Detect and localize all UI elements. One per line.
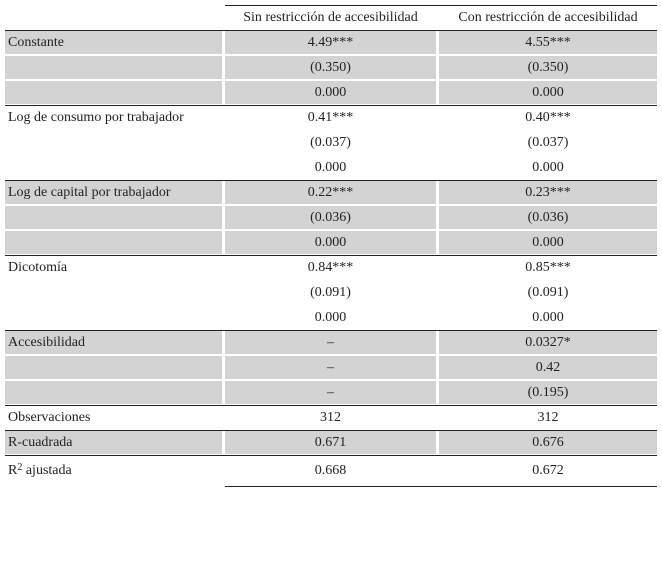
row-label bbox=[5, 81, 222, 104]
row-label bbox=[5, 206, 222, 229]
row-label: Dicotomía bbox=[8, 259, 68, 275]
row-label: Log de capital por trabajador bbox=[5, 181, 222, 204]
row-label: R-cuadrada bbox=[5, 431, 222, 454]
row-label bbox=[5, 56, 222, 79]
label-base: R bbox=[8, 462, 18, 478]
row-label: Constante bbox=[5, 31, 222, 54]
value-cell: 0.22*** bbox=[225, 181, 436, 204]
row-label: Accesibilidad bbox=[5, 331, 222, 354]
value-cell: 0.676 bbox=[439, 431, 657, 454]
row-label: Observaciones bbox=[8, 409, 91, 425]
value-cell: – bbox=[225, 356, 436, 379]
value-cell: – bbox=[225, 381, 436, 404]
value-cell: 0.000 bbox=[314, 159, 347, 175]
rule-line bbox=[5, 330, 657, 331]
value-cell: 0.85*** bbox=[525, 259, 571, 275]
value-cell: 0.000 bbox=[314, 309, 347, 325]
value-cell: 0.40*** bbox=[525, 109, 571, 125]
value-cell: 0.000 bbox=[532, 159, 564, 175]
value-cell: 0.42 bbox=[439, 356, 657, 379]
value-cell: 0.668 bbox=[314, 462, 347, 478]
column-header: Sin restricción de accesibilidad bbox=[243, 10, 418, 25]
value-cell: 0.000 bbox=[439, 81, 657, 104]
rule-line bbox=[5, 430, 657, 431]
row-label bbox=[5, 306, 222, 329]
value-cell: 0.41*** bbox=[307, 109, 354, 125]
row-label bbox=[5, 356, 222, 379]
row-label: Log de consumo por trabajador bbox=[8, 109, 184, 125]
value-cell: 0.000 bbox=[439, 231, 657, 254]
value-cell: (0.037) bbox=[527, 134, 569, 150]
rule-line bbox=[5, 180, 657, 181]
label-rest: ajustada bbox=[22, 462, 72, 478]
column-header: Con restricción de accesibilidad bbox=[458, 10, 638, 25]
rule-line bbox=[5, 30, 657, 31]
value-cell: (0.350) bbox=[439, 56, 657, 79]
value-cell: 0.000 bbox=[532, 309, 564, 325]
value-cell: 4.49*** bbox=[225, 31, 436, 54]
value-cell: (0.036) bbox=[225, 206, 436, 229]
value-cell: 0.671 bbox=[225, 431, 436, 454]
value-cell: (0.091) bbox=[310, 284, 351, 300]
rule-line bbox=[225, 486, 657, 487]
row-label bbox=[5, 131, 222, 154]
value-cell: 0.000 bbox=[225, 231, 436, 254]
rule-line bbox=[5, 405, 657, 406]
rule-line bbox=[5, 255, 657, 256]
value-cell: (0.036) bbox=[439, 206, 657, 229]
value-cell: 4.55*** bbox=[439, 31, 657, 54]
value-cell: – bbox=[225, 331, 436, 354]
rule-line bbox=[225, 5, 657, 6]
rule-line bbox=[5, 455, 657, 456]
value-cell: (0.195) bbox=[439, 381, 657, 404]
row-label bbox=[5, 281, 222, 304]
value-cell: 0.672 bbox=[532, 462, 564, 478]
label-superscript: 2 bbox=[17, 462, 23, 473]
row-label bbox=[5, 381, 222, 404]
value-cell: 0.23*** bbox=[439, 181, 657, 204]
value-cell: 0.0327* bbox=[439, 331, 657, 354]
value-cell: (0.350) bbox=[225, 56, 436, 79]
value-cell: 0.000 bbox=[225, 81, 436, 104]
row-label bbox=[5, 231, 222, 254]
value-cell: (0.091) bbox=[527, 284, 569, 300]
value-cell: 312 bbox=[320, 409, 341, 425]
value-cell: 0.84*** bbox=[307, 259, 354, 275]
row-label bbox=[5, 156, 222, 179]
rule-line bbox=[5, 105, 657, 106]
value-cell: 312 bbox=[537, 409, 559, 425]
value-cell: (0.037) bbox=[310, 134, 351, 150]
